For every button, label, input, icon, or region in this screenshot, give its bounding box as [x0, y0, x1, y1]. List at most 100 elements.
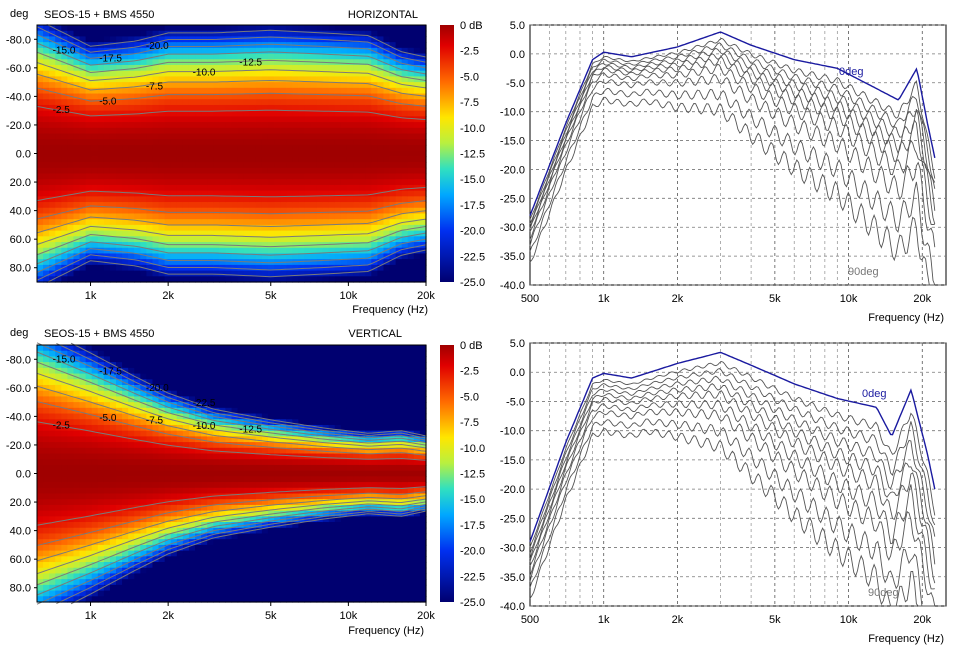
- heatmap-cell: [407, 30, 415, 38]
- heatmap-cell: [91, 430, 99, 437]
- heatmap-cell: [91, 87, 99, 95]
- x-tick-label: 5k: [769, 293, 781, 305]
- heatmap-cell: [164, 573, 172, 580]
- heatmap-cell: [195, 459, 202, 466]
- heatmap-cell: [85, 59, 93, 66]
- heatmap-cell: [188, 213, 196, 220]
- heatmap-cell: [134, 447, 141, 455]
- heatmap-cell: [49, 202, 56, 209]
- heatmap-cell: [49, 390, 56, 397]
- heatmap-cell: [413, 59, 421, 66]
- heatmap-cell: [103, 59, 111, 66]
- heatmap-cell: [91, 190, 99, 197]
- heatmap-cell: [395, 162, 403, 169]
- heatmap-cell: [231, 133, 239, 140]
- heatmap-cell: [219, 424, 227, 432]
- heatmap-cell: [286, 596, 293, 603]
- heatmap-cell: [195, 99, 202, 106]
- heatmap-cell: [316, 190, 324, 197]
- heatmap-cell: [286, 207, 293, 215]
- heatmap-cell: [128, 550, 135, 557]
- heatmap-cell: [43, 487, 50, 495]
- heatmap-cell: [43, 139, 50, 146]
- heatmap-cell: [116, 162, 123, 169]
- heatmap-cell: [158, 584, 166, 592]
- heatmap-cell: [109, 64, 117, 72]
- heatmap-cell: [116, 436, 123, 443]
- heatmap-cell: [292, 70, 299, 77]
- heatmap-cell: [322, 184, 330, 192]
- heatmap-cell: [85, 459, 93, 466]
- heatmap-cell: [67, 579, 75, 586]
- heatmap-cell: [249, 464, 257, 472]
- heatmap-cell: [413, 30, 421, 38]
- heatmap-cell: [116, 110, 123, 117]
- heatmap-cell: [73, 219, 81, 226]
- heatmap-cell: [201, 402, 208, 409]
- heatmap-cell: [128, 127, 135, 135]
- heatmap-cell: [298, 442, 306, 449]
- heatmap-cell: [61, 539, 68, 546]
- heatmap-cell: [267, 25, 275, 32]
- heatmap-cell: [231, 590, 239, 597]
- heatmap-cell: [231, 173, 239, 180]
- heatmap-cell: [322, 116, 330, 123]
- heatmap-cell: [261, 99, 269, 106]
- heatmap-cell: [353, 224, 360, 232]
- heatmap-cell: [170, 213, 178, 220]
- heatmap-cell: [322, 213, 330, 220]
- heatmap-cell: [371, 224, 378, 232]
- heatmap-cell: [146, 373, 154, 380]
- heatmap-cell: [176, 99, 184, 106]
- heatmap-cell: [371, 30, 378, 38]
- heatmap-cell: [79, 173, 87, 180]
- heatmap-cell: [116, 76, 123, 83]
- heatmap-cell: [322, 202, 330, 209]
- heatmap-cell: [170, 87, 178, 95]
- heatmap-cell: [176, 236, 184, 243]
- heatmap-cell: [122, 122, 129, 129]
- heatmap-cell: [267, 390, 275, 397]
- heatmap-cell: [359, 139, 366, 146]
- heatmap-cell: [37, 276, 44, 283]
- heatmap-cell: [334, 122, 342, 129]
- heatmap-cell: [267, 76, 275, 83]
- heatmap-cell: [37, 70, 44, 77]
- heatmap-cell: [274, 270, 281, 277]
- lineplot-horizontal-label-90deg: 90deg: [848, 266, 879, 278]
- heatmap-cell: [219, 110, 227, 117]
- heatmap-cell: [407, 64, 415, 72]
- heatmap-cell: [67, 499, 75, 506]
- heatmap-cell: [298, 230, 306, 237]
- heatmap-cell: [322, 162, 330, 169]
- heatmap-cell: [401, 99, 409, 106]
- heatmap-cell: [152, 402, 160, 409]
- heatmap-cell: [146, 104, 154, 112]
- heatmap-cell: [377, 213, 385, 220]
- heatmap-cell: [146, 173, 154, 180]
- heatmap-cell: [79, 579, 87, 586]
- heatmap-cell: [79, 184, 87, 192]
- heatmap-cell: [280, 539, 287, 546]
- heatmap-cell: [55, 64, 62, 72]
- heatmap-cell: [231, 487, 239, 495]
- heatmap-cell: [67, 36, 75, 43]
- heatmap-cell: [298, 184, 306, 192]
- heatmap-cell: [377, 53, 385, 60]
- heatmap-cell: [261, 64, 269, 72]
- heatmap-cell: [371, 242, 378, 249]
- heatmap-cell: [292, 544, 299, 552]
- heatmap-cell: [292, 202, 299, 209]
- heatmap-cell: [73, 127, 81, 135]
- heatmap-cell: [158, 350, 166, 358]
- heatmap-cell: [298, 522, 306, 529]
- heatmap-cell: [73, 493, 81, 500]
- heatmap-cell: [140, 504, 148, 512]
- heatmap-cell: [353, 133, 360, 140]
- heatmap-cell: [237, 110, 245, 117]
- heatmap-cell: [85, 447, 93, 455]
- heatmap-cell: [249, 550, 257, 557]
- heatmap-cell: [255, 270, 263, 277]
- heatmap-cell: [280, 213, 287, 220]
- heatmap-cell: [79, 493, 87, 500]
